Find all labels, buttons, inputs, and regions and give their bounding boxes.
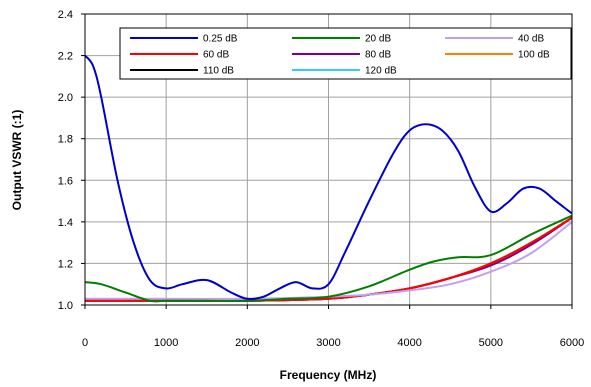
- legend-label: 110 dB: [203, 66, 234, 77]
- series-line-40-db: [84, 221, 573, 300]
- series-lines: [84, 54, 573, 303]
- legend-label: 20 dB: [365, 34, 391, 45]
- series-line-0-25-db: [84, 54, 573, 301]
- x-axis-ticks: 0 1000 2000 3000 4000 5000 6000: [82, 305, 584, 349]
- legend-label: 0.25 dB: [203, 34, 238, 45]
- y-tick-label: 1.2: [58, 258, 73, 270]
- y-tick-label: 1.6: [58, 175, 73, 187]
- y-tick-label: 2.4: [58, 9, 73, 21]
- x-axis-title: Frequency (MHz): [280, 368, 377, 382]
- y-tick-label: 2.2: [58, 51, 73, 63]
- y-axis-title: Output VSWR (:1): [10, 110, 24, 211]
- y-tick-label: 1.4: [58, 217, 73, 229]
- x-tick-label: 0: [82, 337, 88, 349]
- legend-label: 60 dB: [203, 50, 229, 61]
- y-tick-label: 1.8: [58, 134, 73, 146]
- x-tick-label: 6000: [560, 337, 584, 349]
- legend-label: 80 dB: [365, 50, 391, 61]
- legend-label: 100 dB: [518, 50, 550, 61]
- x-tick-label: 1000: [154, 337, 178, 349]
- x-tick-label: 3000: [316, 337, 340, 349]
- x-tick-label: 5000: [479, 337, 503, 349]
- y-tick-label: 1.0: [58, 300, 73, 312]
- series-line-20-db: [84, 214, 573, 303]
- legend-label: 40 dB: [518, 34, 544, 45]
- legend-label: 120 dB: [365, 66, 397, 77]
- legend: 0.25 dB 20 dB 40 dB 60 dB 80 dB 100 dB 110 dB 1…: [119, 27, 572, 80]
- x-tick-label: 4000: [397, 337, 421, 349]
- x-tick-label: 2000: [235, 337, 259, 349]
- y-tick-label: 2.0: [58, 92, 73, 104]
- y-axis-ticks: 1.0 1.2 1.4 1.6 1.8 2.0 2.2 2.4: [58, 9, 85, 312]
